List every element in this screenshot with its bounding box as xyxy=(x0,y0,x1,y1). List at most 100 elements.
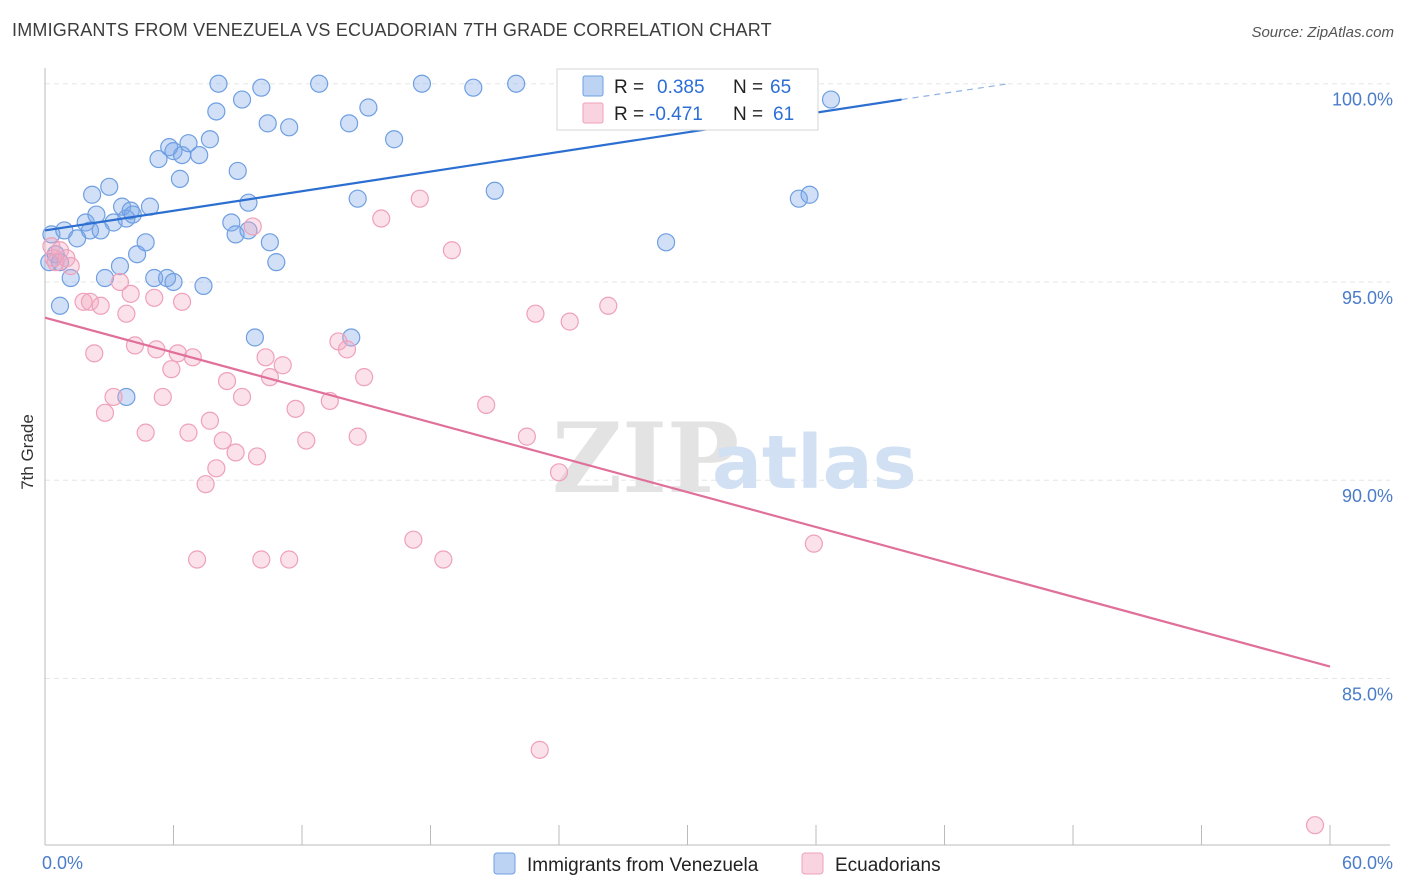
point-s0-49 xyxy=(340,114,359,133)
point-s1-25 xyxy=(196,475,215,494)
point-s1-31 xyxy=(232,387,252,407)
point-s1-23 xyxy=(179,423,198,442)
watermark-zip: ZIP xyxy=(552,402,739,515)
point-s0-37 xyxy=(222,213,241,232)
point-s0-33 xyxy=(194,276,213,296)
point-s1-54 xyxy=(560,312,579,331)
point-s0-57 xyxy=(507,74,526,93)
point-s1-6 xyxy=(74,292,93,311)
point-s1-2 xyxy=(46,253,65,272)
point-s1-48 xyxy=(442,241,462,260)
legend-r-value-0: 0.385 xyxy=(657,77,705,98)
point-s0-41 xyxy=(239,193,258,212)
y-tick-labels: 100.0% 95.0% 90.0% 85.0% xyxy=(1332,90,1393,705)
point-s0-60 xyxy=(800,185,819,204)
legend-r-value-1: -0.471 xyxy=(649,104,703,125)
point-s0-54 xyxy=(412,74,432,93)
point-s0-48 xyxy=(310,74,329,93)
point-s1-45 xyxy=(404,530,423,549)
point-s1-29 xyxy=(217,371,237,391)
point-s1-20 xyxy=(162,360,181,379)
point-s1-5 xyxy=(61,257,80,276)
point-s0-40 xyxy=(232,90,252,109)
legend-n-label-0: N = xyxy=(733,77,763,98)
point-s1-60 xyxy=(1305,816,1325,835)
point-s1-50 xyxy=(517,427,536,446)
point-s1-16 xyxy=(136,423,155,442)
point-s1-30 xyxy=(226,443,245,462)
watermark-atlas: atlas xyxy=(712,420,917,506)
watermark: ZIP atlas xyxy=(552,402,917,515)
point-s1-28 xyxy=(213,431,232,450)
point-s0-24 xyxy=(145,268,164,288)
point-s1-10 xyxy=(95,403,115,422)
point-s0-45 xyxy=(260,233,279,252)
point-s0-16 xyxy=(110,257,130,276)
point-s0-20 xyxy=(123,205,142,224)
point-s1-43 xyxy=(355,368,374,387)
point-s0-13 xyxy=(95,268,115,288)
point-s0-53 xyxy=(384,130,404,149)
point-s0-22 xyxy=(136,233,155,252)
x-tick-label-1: 60.0% xyxy=(1342,853,1393,873)
legend-r-label-0: R = xyxy=(614,77,644,98)
point-s1-44 xyxy=(372,209,391,228)
point-s1-42 xyxy=(348,427,367,446)
point-s1-52 xyxy=(530,740,549,759)
legend-swatch-venezuela xyxy=(582,75,604,97)
point-s1-33 xyxy=(247,447,267,466)
point-s1-12 xyxy=(110,272,130,292)
point-s0-10 xyxy=(83,185,102,204)
point-s0-58 xyxy=(656,233,676,252)
y-tick-label-3: 85.0% xyxy=(1342,684,1393,704)
point-s0-29 xyxy=(170,169,190,188)
y-tick-label-1: 95.0% xyxy=(1342,288,1393,308)
point-s1-11 xyxy=(104,387,123,407)
point-s0-28 xyxy=(164,142,183,161)
y-axis-label: 7th Grade xyxy=(18,414,37,490)
point-s1-41 xyxy=(337,340,357,359)
point-s0-46 xyxy=(267,253,286,272)
point-s1-17 xyxy=(145,288,164,307)
data-points xyxy=(40,74,1325,835)
legend-bottom-label-venezuela: Immigrants from Venezuela xyxy=(527,855,759,876)
point-s1-13 xyxy=(117,304,136,323)
legend-n-label-1: N = xyxy=(733,104,763,125)
point-s1-55 xyxy=(599,296,618,315)
y-tick-label-0: 100.0% xyxy=(1332,90,1393,110)
legend-top: R = 0.385 N = 65 R = -0.471 N = 61 xyxy=(556,68,819,131)
point-s0-14 xyxy=(100,177,119,196)
point-s1-22 xyxy=(172,292,192,311)
trend-line-1 xyxy=(44,316,1331,668)
point-s1-56 xyxy=(187,550,207,569)
point-s0-51 xyxy=(348,189,367,208)
grid-lines xyxy=(45,83,1390,679)
point-s1-59 xyxy=(804,534,823,553)
point-s1-34 xyxy=(256,348,275,367)
point-s1-36 xyxy=(273,356,292,375)
legend-bottom-swatch-venezuela xyxy=(493,852,516,875)
point-s1-37 xyxy=(286,399,305,418)
legend-n-value-0: 65 xyxy=(770,77,791,98)
point-s1-47 xyxy=(434,550,453,569)
source-label: Source: ZipAtlas.com xyxy=(1251,24,1394,41)
point-s0-44 xyxy=(258,114,277,133)
point-s0-31 xyxy=(179,134,198,153)
legend-bottom-swatch-ecuadorians xyxy=(801,852,824,875)
point-s0-34 xyxy=(200,130,220,149)
point-s1-9 xyxy=(91,296,110,315)
point-s0-56 xyxy=(485,181,504,200)
point-s0-61 xyxy=(821,90,841,109)
point-s0-52 xyxy=(359,98,378,117)
point-s0-43 xyxy=(252,78,271,97)
legend-r-label-1: R = xyxy=(614,104,644,125)
point-s0-62 xyxy=(117,387,136,407)
point-s1-14 xyxy=(121,284,140,303)
point-s0-42 xyxy=(245,328,264,347)
point-s1-53 xyxy=(549,463,569,482)
point-s0-39 xyxy=(228,161,247,181)
point-s0-11 xyxy=(87,205,106,224)
point-s1-26 xyxy=(200,411,220,430)
trend-line-extension-0 xyxy=(901,83,1009,101)
